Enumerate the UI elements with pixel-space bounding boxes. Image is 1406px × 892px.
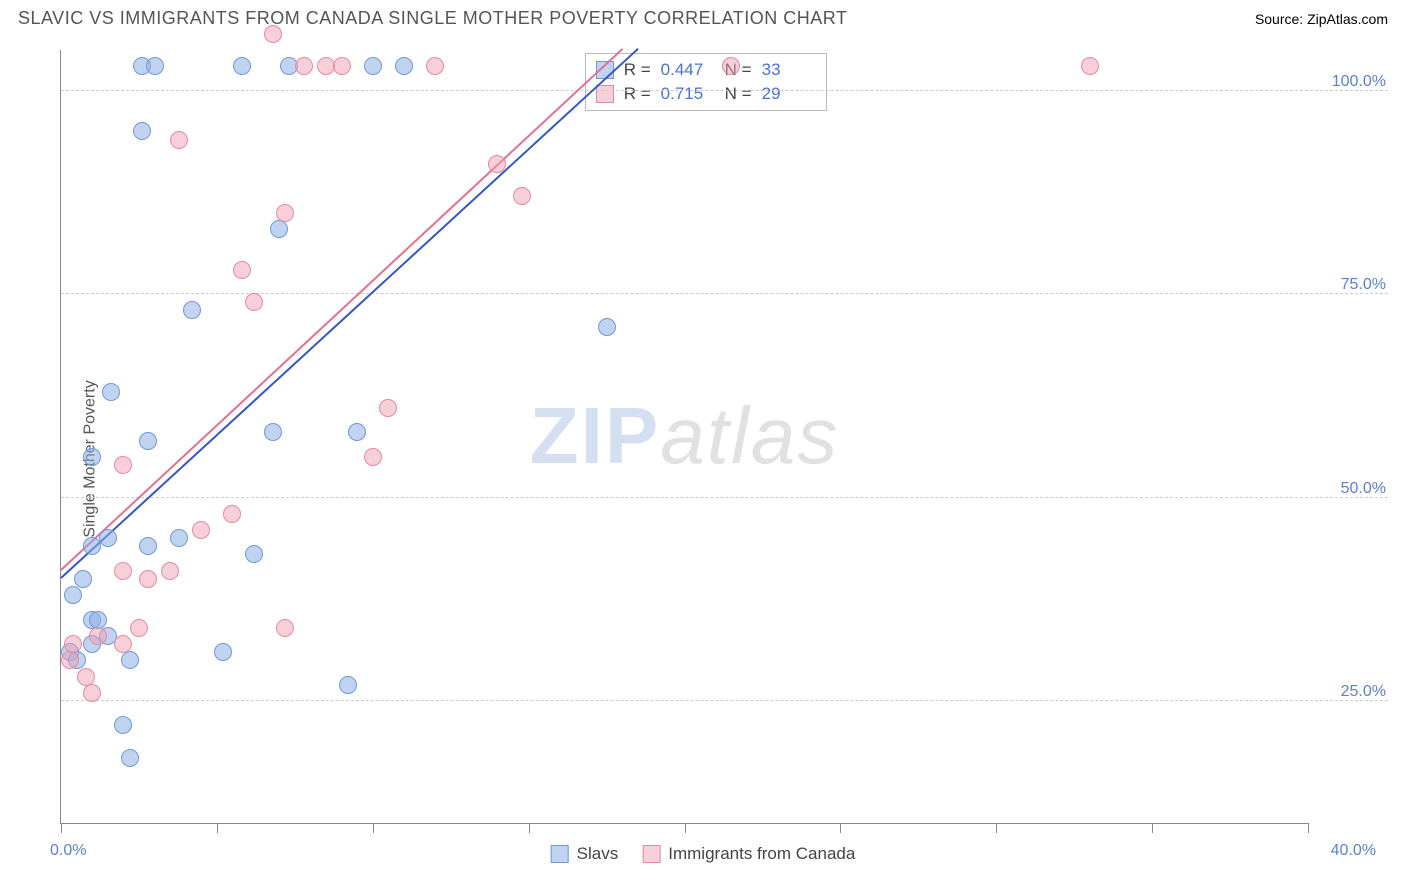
data-point-slavs bbox=[121, 651, 139, 669]
data-point-slavs bbox=[102, 383, 120, 401]
legend-swatch-icon bbox=[551, 845, 569, 863]
data-point-slavs bbox=[121, 749, 139, 767]
data-point-slavs bbox=[233, 57, 251, 75]
legend-swatch-icon bbox=[596, 85, 614, 103]
r-value: 0.447 bbox=[661, 60, 715, 80]
data-point-canada bbox=[1081, 57, 1099, 75]
data-point-canada bbox=[192, 521, 210, 539]
data-point-canada bbox=[264, 25, 282, 43]
data-point-canada bbox=[89, 627, 107, 645]
n-value: 29 bbox=[762, 84, 816, 104]
x-tick bbox=[685, 823, 686, 833]
data-point-canada bbox=[61, 651, 79, 669]
legend-label: Immigrants from Canada bbox=[668, 844, 855, 864]
x-tick bbox=[1152, 823, 1153, 833]
data-point-canada bbox=[333, 57, 351, 75]
data-point-slavs bbox=[99, 529, 117, 547]
data-point-canada bbox=[379, 399, 397, 417]
data-point-canada bbox=[161, 562, 179, 580]
data-point-slavs bbox=[245, 545, 263, 563]
data-point-canada bbox=[276, 619, 294, 637]
series-legend: Slavs Immigrants from Canada bbox=[551, 844, 856, 864]
data-point-slavs bbox=[364, 57, 382, 75]
gridline bbox=[61, 90, 1388, 91]
data-point-canada bbox=[426, 57, 444, 75]
data-point-canada bbox=[233, 261, 251, 279]
data-point-slavs bbox=[139, 432, 157, 450]
x-tick bbox=[996, 823, 997, 833]
gridline bbox=[61, 700, 1388, 701]
data-point-canada bbox=[64, 635, 82, 653]
data-point-canada bbox=[245, 293, 263, 311]
legend-item-canada: Immigrants from Canada bbox=[642, 844, 855, 864]
data-point-slavs bbox=[214, 643, 232, 661]
data-point-slavs bbox=[270, 220, 288, 238]
x-tick bbox=[373, 823, 374, 833]
x-tick bbox=[1308, 823, 1309, 833]
x-axis-min-label: 0.0% bbox=[50, 842, 86, 860]
gridline bbox=[61, 497, 1388, 498]
data-point-slavs bbox=[598, 318, 616, 336]
data-point-canada bbox=[139, 570, 157, 588]
data-point-slavs bbox=[146, 57, 164, 75]
data-point-slavs bbox=[64, 586, 82, 604]
data-point-canada bbox=[364, 448, 382, 466]
legend-swatch-icon bbox=[642, 845, 660, 863]
data-point-slavs bbox=[139, 537, 157, 555]
y-tick-label: 100.0% bbox=[1316, 73, 1386, 91]
watermark-atlas: atlas bbox=[660, 391, 839, 480]
data-point-canada bbox=[513, 187, 531, 205]
y-tick-label: 25.0% bbox=[1316, 683, 1386, 701]
plot-area: ZIPatlas R =0.447N =33R =0.715N =29 25.0… bbox=[60, 50, 1308, 824]
n-label: N = bbox=[725, 84, 752, 104]
y-tick-label: 50.0% bbox=[1316, 480, 1386, 498]
source-label: Source: ZipAtlas.com bbox=[1255, 11, 1388, 27]
stats-row-canada: R = 0.715 N = 29 bbox=[596, 82, 816, 106]
data-point-canada bbox=[114, 635, 132, 653]
data-point-canada bbox=[223, 505, 241, 523]
chart-title: SLAVIC VS IMMIGRANTS FROM CANADA SINGLE … bbox=[18, 8, 847, 29]
data-point-canada bbox=[170, 131, 188, 149]
x-tick bbox=[217, 823, 218, 833]
chart-header: SLAVIC VS IMMIGRANTS FROM CANADA SINGLE … bbox=[0, 0, 1406, 33]
data-point-slavs bbox=[170, 529, 188, 547]
r-value: 0.715 bbox=[661, 84, 715, 104]
y-tick-label: 75.0% bbox=[1316, 276, 1386, 294]
data-point-slavs bbox=[348, 423, 366, 441]
n-value: 33 bbox=[762, 60, 816, 80]
legend-label: Slavs bbox=[577, 844, 619, 864]
x-tick bbox=[529, 823, 530, 833]
data-point-canada bbox=[488, 155, 506, 173]
r-label: R = bbox=[624, 84, 651, 104]
x-tick bbox=[61, 823, 62, 833]
watermark-zip: ZIP bbox=[530, 391, 660, 480]
data-point-canada bbox=[130, 619, 148, 637]
data-point-slavs bbox=[133, 122, 151, 140]
stats-row-slavs: R =0.447N =33 bbox=[596, 58, 816, 82]
x-tick bbox=[840, 823, 841, 833]
data-point-slavs bbox=[74, 570, 92, 588]
data-point-slavs bbox=[339, 676, 357, 694]
watermark: ZIPatlas bbox=[530, 390, 839, 482]
gridline bbox=[61, 293, 1388, 294]
data-point-canada bbox=[114, 562, 132, 580]
data-point-canada bbox=[722, 57, 740, 75]
x-axis-max-label: 40.0% bbox=[1331, 842, 1376, 860]
chart-container: Single Mother Poverty ZIPatlas R =0.447N… bbox=[18, 44, 1388, 874]
data-point-slavs bbox=[395, 57, 413, 75]
data-point-slavs bbox=[183, 301, 201, 319]
data-point-slavs bbox=[114, 716, 132, 734]
data-point-canada bbox=[114, 456, 132, 474]
data-point-slavs bbox=[264, 423, 282, 441]
data-point-canada bbox=[83, 684, 101, 702]
legend-item-slavs: Slavs bbox=[551, 844, 619, 864]
data-point-canada bbox=[295, 57, 313, 75]
r-label: R = bbox=[624, 60, 651, 80]
data-point-canada bbox=[276, 204, 294, 222]
data-point-slavs bbox=[83, 448, 101, 466]
